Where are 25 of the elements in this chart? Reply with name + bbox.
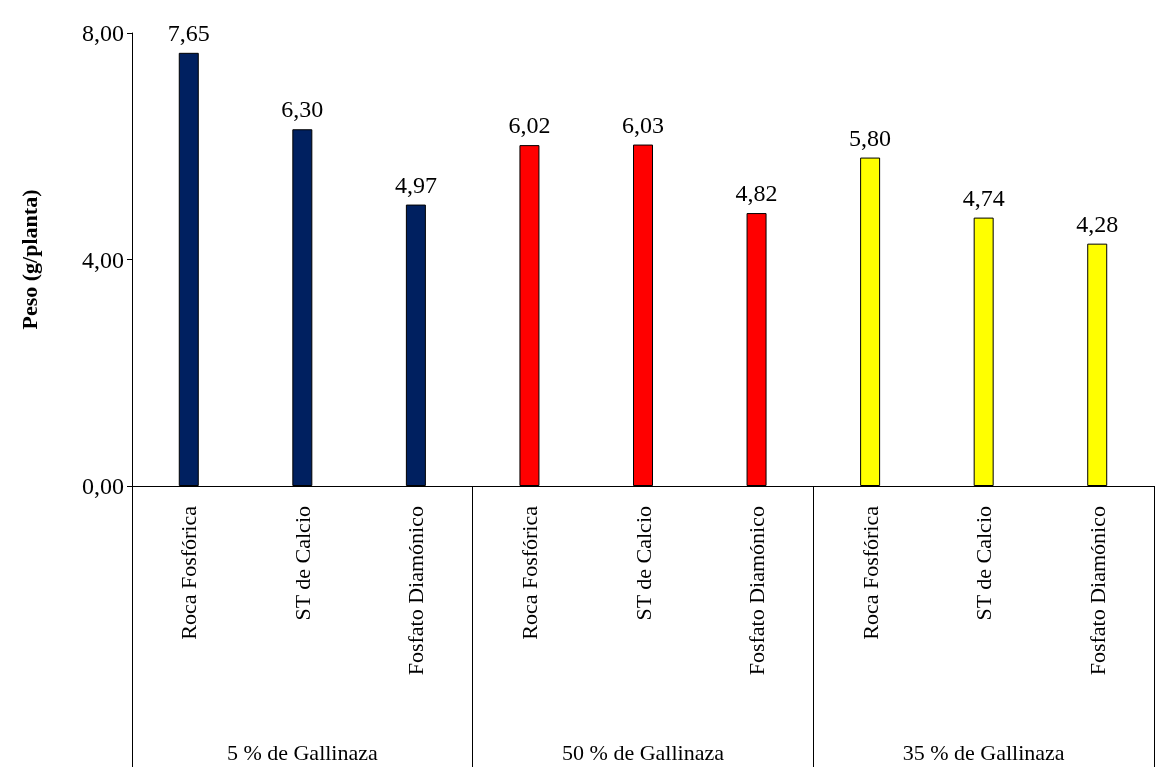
data-label: 5,80 [849,124,892,151]
text: 50 % de Gallinaza [562,739,725,765]
y-tick-label: 4,00 [82,246,124,273]
data-label: 6,30 [281,96,324,123]
x-tick-label: ST de Calcio [630,506,656,621]
x-tick-label: Fosfato Diamónico [1084,506,1110,676]
x-tick-label: Fosfato Diamónico [403,506,429,676]
x-tick-label: ST de Calcio [289,506,315,621]
text: 35 % de Gallinaza [902,739,1065,765]
x-tick-label: Roca Fosfórica [176,505,202,640]
data-label: 4,74 [962,184,1005,211]
y-axis-title: Peso (g/planta) [16,189,42,330]
data-label: 6,03 [622,111,664,138]
y-tick-label: 8,00 [82,20,124,46]
y-tick-label: 0,00 [82,473,124,499]
x-tick-label: ST de Calcio [971,506,997,621]
text: 5 % de Gallinaza [226,739,379,765]
data-label: 4,97 [394,171,437,198]
data-label: 4,82 [735,180,778,207]
data-label: 7,65 [167,19,210,46]
data-label: 4,28 [1076,210,1119,237]
x-tick-label: Fosfato Diamónico [744,506,770,676]
x-tick-label: Roca Fosfórica [857,505,883,640]
x-tick-label: Roca Fosfórica [516,505,542,640]
data-label: 6,02 [508,112,551,139]
